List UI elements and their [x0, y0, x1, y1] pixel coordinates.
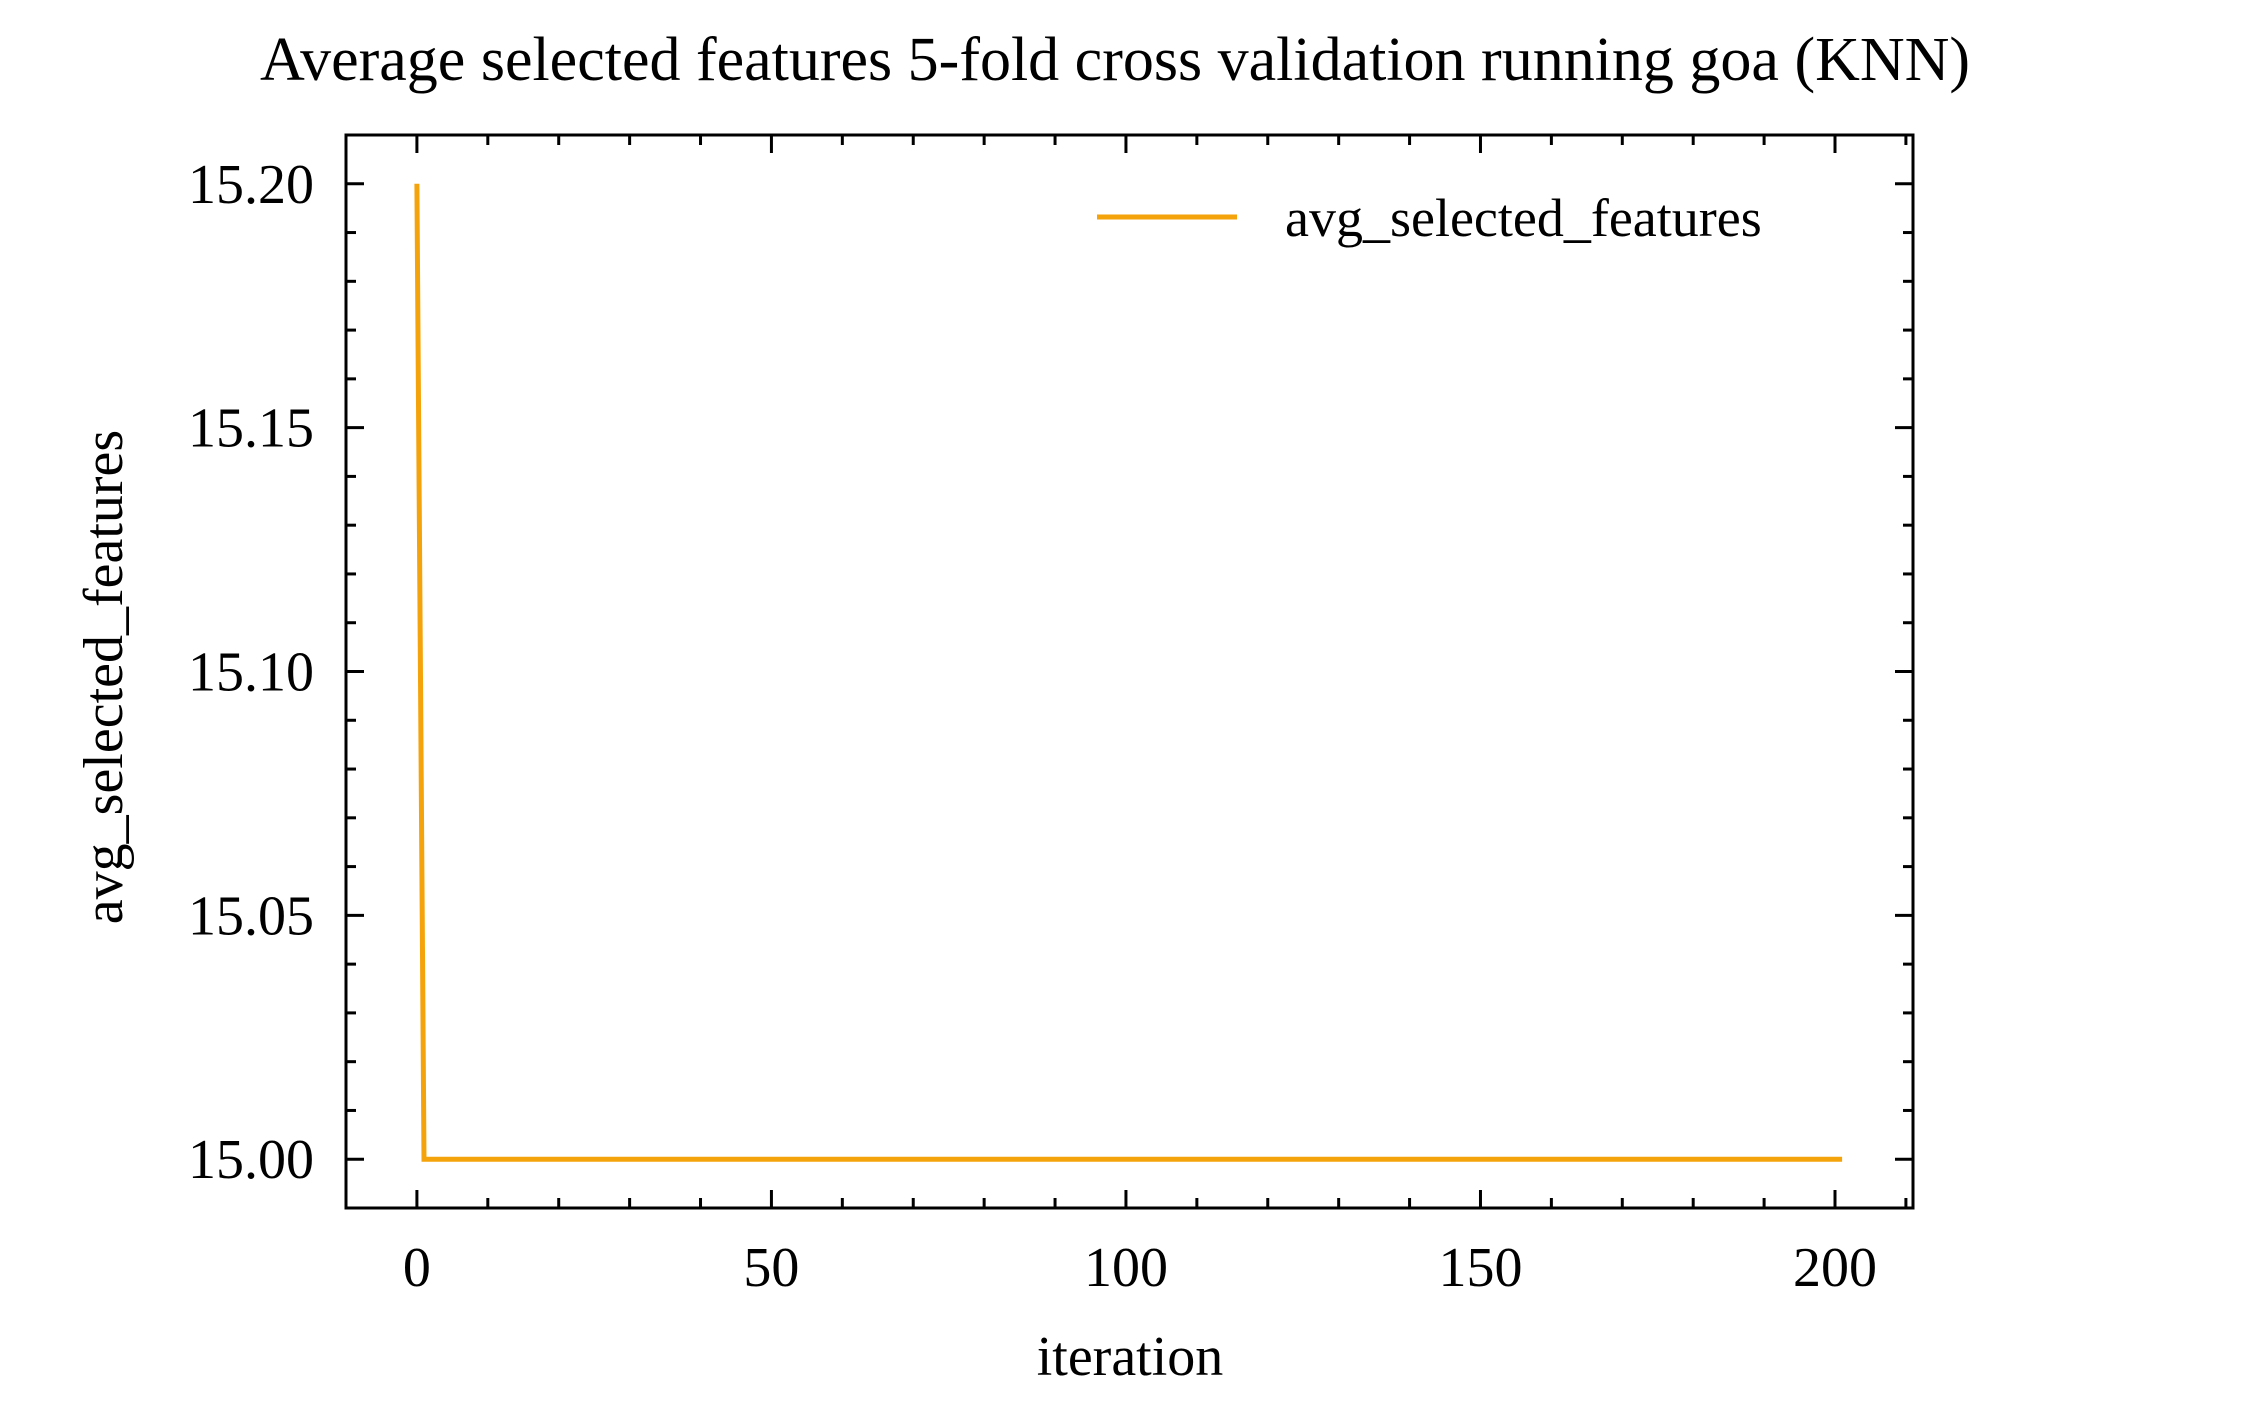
x-axis-label: iteration — [1037, 1326, 1224, 1388]
x-tick-label: 50 — [743, 1237, 799, 1299]
x-tick-label: 150 — [1438, 1237, 1522, 1299]
y-tick-label: 15.20 — [188, 154, 314, 216]
y-tick-label: 15.15 — [188, 398, 314, 460]
series-layer — [414, 183, 1843, 1162]
series-line-avg-selected-features — [414, 183, 1843, 1162]
x-tick-label: 0 — [403, 1237, 431, 1299]
chart-title: Average selected features 5-fold cross v… — [260, 26, 1970, 94]
y-tick-label: 15.10 — [188, 642, 314, 704]
x-tick-label: 200 — [1793, 1237, 1877, 1299]
y-tick-label: 15.00 — [188, 1129, 314, 1191]
x-tick-label: 100 — [1084, 1237, 1168, 1299]
legend-label-avg-selected-features: avg_selected_features — [1285, 188, 1762, 248]
axis-ticks — [344, 133, 1913, 1210]
y-tick-label: 15.05 — [188, 885, 314, 947]
plot-frame — [344, 133, 1915, 1210]
y-axis-label: avg_selected_features — [73, 430, 135, 924]
tick-labels: 0 50 100 150 200 15.00 15.05 15.10 15.15 15.20 — [188, 154, 1877, 1299]
legend: avg_selected_features — [1097, 188, 1762, 248]
